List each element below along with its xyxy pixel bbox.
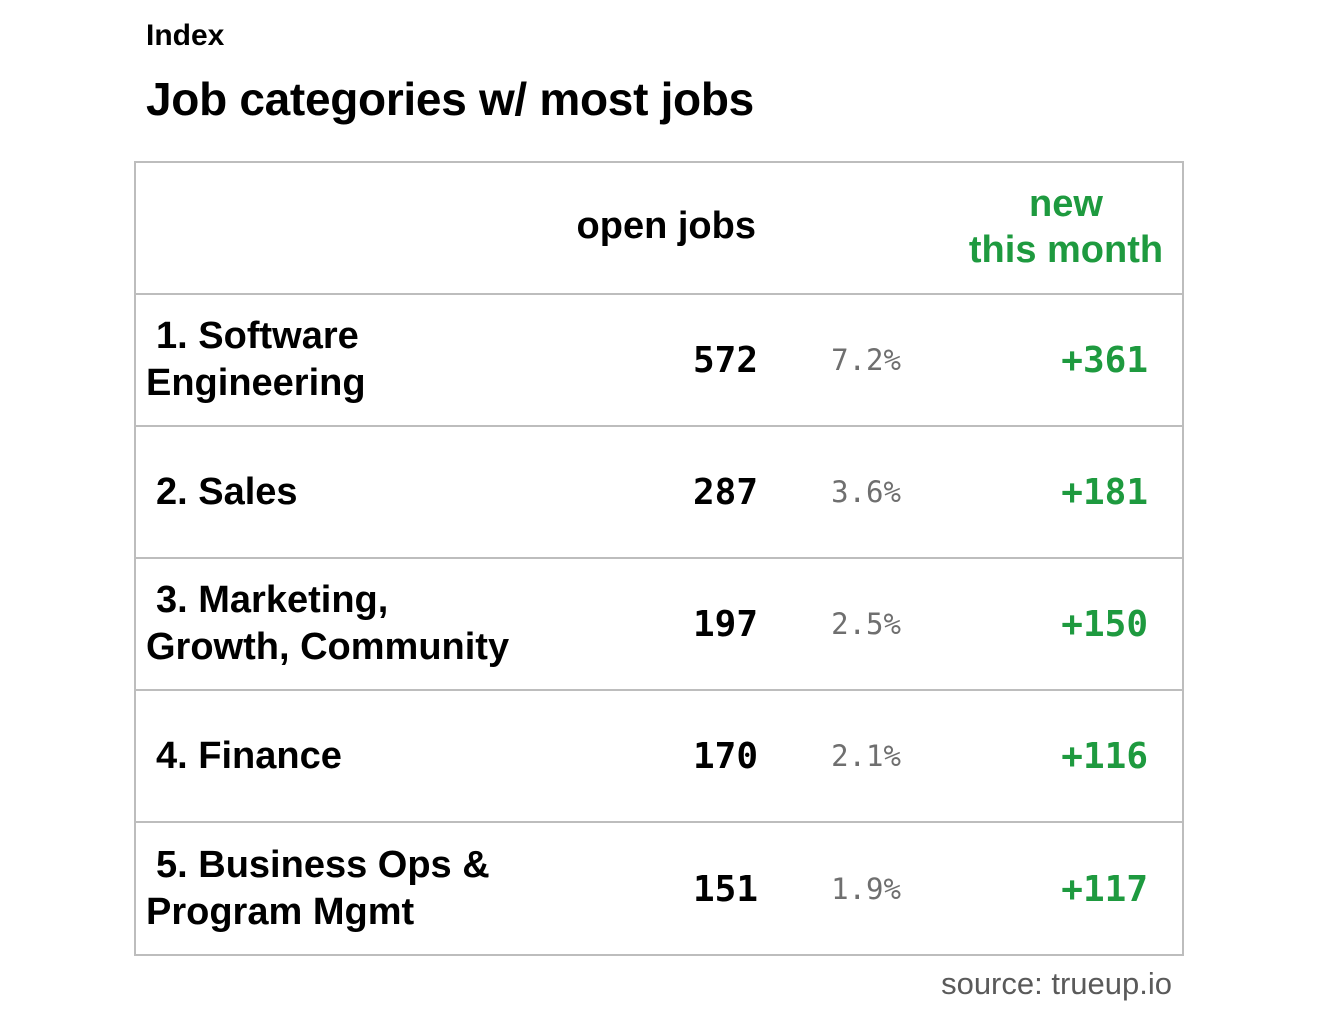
open-jobs-value: 287	[692, 471, 758, 513]
rank-number: 4.	[156, 734, 188, 777]
new-header-line2: this month	[968, 229, 1164, 271]
category-name-line1: 4. Finance	[146, 733, 342, 780]
open-jobs-value: 170	[692, 735, 758, 777]
category-cell: 2. Sales	[146, 427, 576, 557]
new-this-month-value: +361	[1061, 339, 1148, 381]
category-name: Software	[198, 315, 359, 357]
category-cell: 5. Business Ops & Program Mgmt	[146, 823, 576, 955]
category-name-line1: 2. Sales	[146, 469, 298, 516]
share-percent-value: 2.5%	[831, 607, 901, 641]
share-percent-value: 7.2%	[831, 343, 901, 377]
page-title: Job categories w/ most jobs	[146, 73, 754, 125]
open-jobs-value: 197	[692, 603, 758, 645]
category-name-line1: 5. Business Ops &	[146, 842, 490, 889]
open-jobs-value: 572	[692, 339, 758, 381]
category-name-line2: Program Mgmt	[146, 891, 415, 933]
new-this-month-value: +150	[1061, 603, 1148, 645]
category-name: Finance	[198, 734, 342, 777]
share-percent-value: 2.1%	[831, 739, 901, 773]
category-name: Business Ops &	[198, 844, 490, 886]
rank-number: 2.	[156, 470, 188, 513]
new-this-month-value: +116	[1061, 735, 1148, 777]
table-header-row: open jobs new this month	[136, 163, 1182, 295]
category-name-line1: 1. Software	[146, 313, 366, 360]
section-label: Index	[146, 19, 225, 52]
category-cell: 3. Marketing, Growth, Community	[146, 559, 576, 689]
category-name-line2: Engineering	[146, 362, 366, 404]
rank-number: 5.	[156, 844, 188, 886]
table-row: 4. Finance 170 2.1% +116	[136, 691, 1182, 823]
table-row: 5. Business Ops & Program Mgmt 151 1.9% +117	[136, 823, 1182, 955]
table-row: 2. Sales 287 3.6% +181	[136, 427, 1182, 559]
category-cell: 4. Finance	[146, 691, 576, 821]
share-percent-value: 1.9%	[831, 872, 901, 906]
category-name-line2: Growth, Community	[146, 626, 510, 668]
job-categories-table: open jobs new this month 1. Software Engi…	[134, 161, 1184, 956]
source-credit: source: trueup.io	[941, 966, 1172, 1001]
category-cell: 1. Software Engineering	[146, 295, 576, 425]
category-name: Marketing,	[198, 579, 389, 621]
new-this-month-column-header: new this month	[936, 181, 1196, 273]
rank-number: 1.	[156, 315, 188, 357]
open-jobs-value: 151	[692, 868, 758, 910]
open-jobs-column-header: open jobs	[576, 205, 756, 247]
table-row: 1. Software Engineering 572 7.2% +361	[136, 295, 1182, 427]
table-row: 3. Marketing, Growth, Community 197 2.5% +15…	[136, 559, 1182, 691]
category-name: Sales	[198, 470, 298, 513]
new-this-month-value: +181	[1061, 471, 1148, 513]
rank-number: 3.	[156, 579, 188, 621]
new-header-line1: new	[1029, 183, 1103, 225]
share-percent-value: 3.6%	[831, 475, 901, 509]
category-name-line1: 3. Marketing,	[146, 577, 509, 624]
new-this-month-value: +117	[1061, 868, 1148, 910]
